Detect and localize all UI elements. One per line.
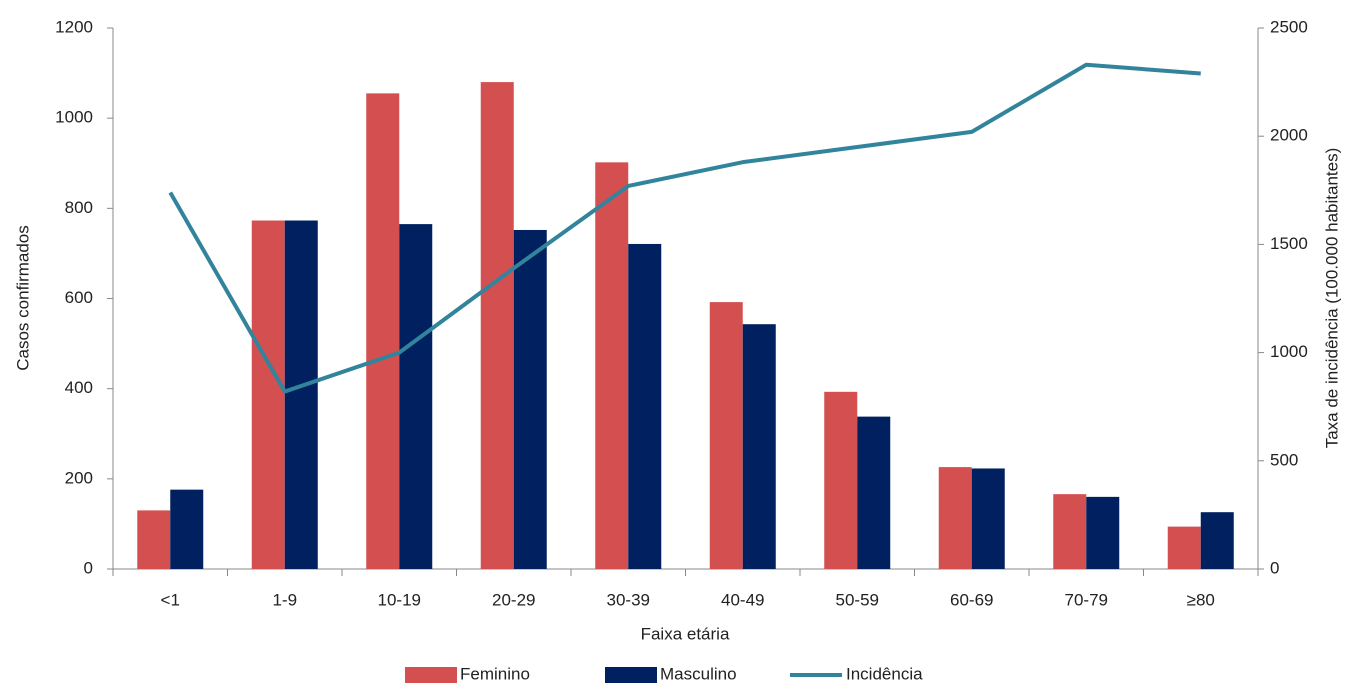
y-tick-label: 200: [65, 468, 93, 487]
x-tick-label: 30-39: [607, 590, 650, 609]
legend-swatch: [405, 667, 457, 683]
bar: [513, 229, 547, 569]
legend-label: Incidência: [846, 664, 923, 683]
bar: [1053, 494, 1087, 569]
bar: [971, 468, 1005, 569]
y-tick-label: 1000: [55, 108, 93, 127]
bar: [1167, 526, 1201, 569]
bar: [480, 82, 514, 569]
bar: [938, 467, 972, 569]
line: [168, 62, 1201, 394]
legend-label: Feminino: [460, 664, 530, 683]
y-tick-label: 600: [65, 288, 93, 307]
legend-label: Masculino: [660, 664, 737, 683]
y2-tick-label: 1500: [1270, 234, 1308, 253]
y2-tick-label: 1000: [1270, 342, 1308, 361]
y2-tick-label: 500: [1270, 450, 1298, 469]
bar: [137, 510, 171, 569]
bar: [824, 391, 858, 569]
bar: [366, 93, 400, 569]
y-tick-label: 400: [65, 378, 93, 397]
bar: [399, 224, 433, 570]
x-tick-label: 70-79: [1065, 590, 1108, 609]
y-tick-label: 800: [65, 198, 93, 217]
y2-tick-label: 2500: [1270, 17, 1308, 36]
bar: [1086, 496, 1120, 569]
y-tick-label: 0: [84, 558, 93, 577]
x-tick-label: 1-9: [272, 590, 297, 609]
x-tick-label: 20-29: [492, 590, 535, 609]
x-tick-label: <1: [161, 590, 180, 609]
bar: [742, 324, 776, 569]
bar: [284, 220, 318, 569]
y-tick-label: 1200: [55, 17, 93, 36]
y2-tick-label: 0: [1270, 558, 1279, 577]
bar: [170, 489, 204, 569]
x-tick-label: 60-69: [950, 590, 993, 609]
bar: [857, 416, 891, 569]
legend-swatch: [605, 667, 657, 683]
x-tick-label: ≥80: [1187, 590, 1215, 609]
x-tick-label: 50-59: [836, 590, 879, 609]
x-axis-title: Faixa etária: [641, 624, 730, 643]
bar: [251, 220, 285, 569]
bar: [595, 162, 629, 569]
y2-tick-label: 2000: [1270, 126, 1308, 145]
bar: [709, 302, 743, 569]
y-axis-title: Casos confirmados: [13, 225, 32, 371]
x-tick-label: 10-19: [378, 590, 421, 609]
bar: [628, 243, 662, 570]
bar: [1200, 512, 1234, 569]
x-tick-label: 40-49: [721, 590, 764, 609]
y2-axis-title: Taxa de incidência (100.000 habitantes): [1322, 148, 1341, 449]
